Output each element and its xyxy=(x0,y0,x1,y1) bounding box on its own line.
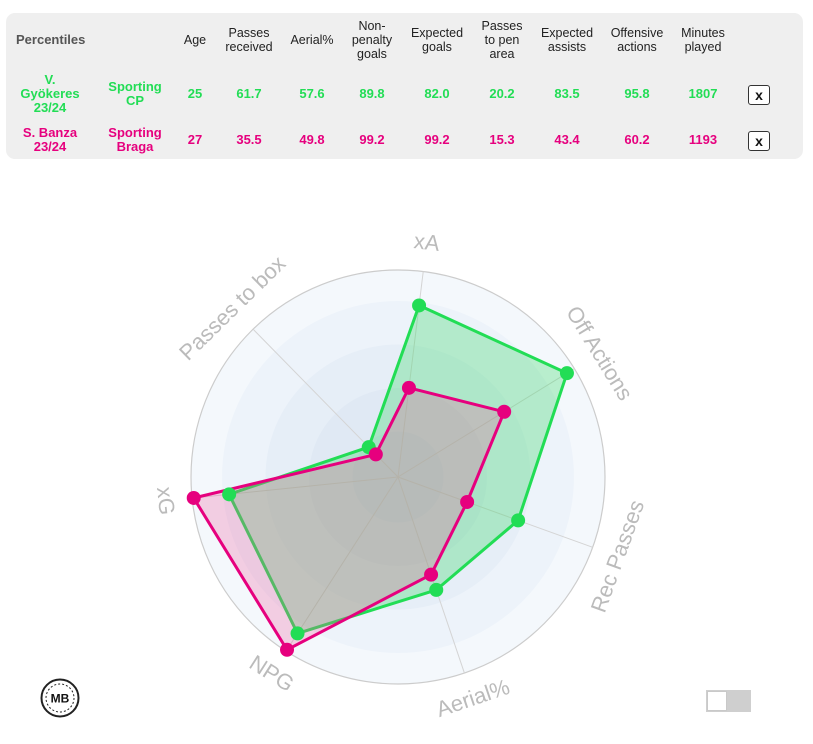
stat-value: 95.8 xyxy=(624,86,650,101)
axis-label: Aerial% xyxy=(433,674,513,722)
stat-value: 99.2 xyxy=(359,132,385,147)
remove-player-button[interactable]: x xyxy=(748,131,770,151)
data-point xyxy=(511,513,526,528)
stat-value: 61.7 xyxy=(236,86,262,101)
data-point xyxy=(222,487,237,502)
stat-value: 1193 xyxy=(688,132,718,147)
column-header: Offensive actions xyxy=(610,26,664,54)
comparison-table xyxy=(6,13,803,159)
team-name: Sporting Braga xyxy=(108,125,162,154)
stat-value: 25 xyxy=(187,86,203,101)
player-name: V. Gyökeres 23/24 xyxy=(20,72,80,115)
stat-value: 43.4 xyxy=(554,132,580,147)
theme-toggle[interactable] xyxy=(706,690,751,712)
stat-value: 49.8 xyxy=(299,132,325,147)
data-point xyxy=(401,380,416,395)
column-header: Age xyxy=(183,33,207,47)
data-point xyxy=(424,567,439,582)
series-area xyxy=(227,303,569,635)
stat-value: 27 xyxy=(187,132,203,147)
data-point xyxy=(497,404,512,419)
data-point xyxy=(186,490,201,505)
column-header: Minutes played xyxy=(681,26,725,54)
column-header: Non-penalty goals xyxy=(351,19,393,61)
percentiles-label: Percentiles xyxy=(16,32,86,47)
logo-icon: MB xyxy=(40,678,80,718)
radar-spoke xyxy=(397,476,593,548)
player-name: S. Banza 23/24 xyxy=(22,125,78,154)
data-point xyxy=(460,494,475,509)
stat-value: 60.2 xyxy=(624,132,650,147)
axis-label: NPG xyxy=(245,650,299,697)
data-point xyxy=(368,447,383,462)
column-header: Expected goals xyxy=(410,26,464,54)
team-name: Sporting CP xyxy=(108,79,162,108)
column-header: Aerial% xyxy=(290,33,334,47)
data-point xyxy=(280,642,295,657)
stat-value: 35.5 xyxy=(236,132,262,147)
column-header: Passes to pen area xyxy=(481,19,523,61)
remove-player-button[interactable]: x xyxy=(748,85,770,105)
data-point xyxy=(290,626,305,641)
axis-label: xA xyxy=(413,228,442,256)
stat-value: 15.3 xyxy=(489,132,515,147)
stat-value: 20.2 xyxy=(489,86,515,101)
column-header: Expected assists xyxy=(540,26,594,54)
data-point xyxy=(429,582,444,597)
mb-logo: MB xyxy=(40,678,80,718)
radar-spoke xyxy=(397,368,575,478)
stat-value: 82.0 xyxy=(424,86,450,101)
radar-outer-ring xyxy=(190,269,606,685)
toggle-knob xyxy=(707,691,727,711)
axis-label: xG xyxy=(152,486,180,517)
stat-value: 99.2 xyxy=(424,132,450,147)
logo-text: MB xyxy=(51,692,70,706)
stat-value: 57.6 xyxy=(299,86,325,101)
series-area xyxy=(192,386,506,652)
data-point xyxy=(559,366,574,381)
stat-value: 83.5 xyxy=(554,86,580,101)
column-header: Passes received xyxy=(225,26,273,54)
data-point xyxy=(412,298,427,313)
radar-spoke xyxy=(285,476,399,652)
stat-value: 1807 xyxy=(688,86,718,101)
stat-value: 89.8 xyxy=(359,86,385,101)
